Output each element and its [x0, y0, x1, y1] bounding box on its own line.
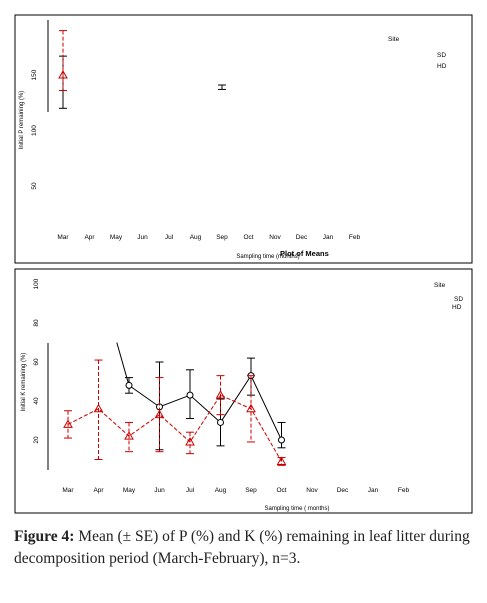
- x-tick-label: Aug: [190, 234, 202, 241]
- x-tick-label: Jan: [323, 234, 334, 241]
- x-tick-label: Oct: [276, 487, 286, 494]
- data-point: [185, 436, 195, 446]
- k-remaining-chart: 20 40 60 80 100 Initial K remaining (%) Mar Apr…: [14, 268, 473, 514]
- data-point: [246, 403, 256, 413]
- series-sd: [116, 342, 286, 451]
- x-axis-label: Sampling time ( months): [264, 506, 329, 512]
- y-tick-label: 100: [31, 125, 38, 136]
- legend-item: SD: [437, 52, 446, 59]
- caption-text: Mean (± SE) of P (%) and K (%) remaining…: [14, 528, 470, 567]
- panel-frame: [14, 14, 473, 264]
- data-point: [217, 418, 224, 426]
- x-tick-label: Jun: [154, 487, 165, 494]
- x-tick-label: Jul: [165, 234, 174, 241]
- y-tick-label: 150: [31, 69, 38, 80]
- x-tick-label: Sep: [245, 487, 257, 494]
- caption-label: Figure 4:: [14, 528, 75, 545]
- y-tick-label: 50: [31, 182, 38, 190]
- panel-frame: [14, 268, 473, 514]
- series-line: [128, 374, 282, 441]
- data-point: [124, 431, 134, 440]
- data-point: [215, 390, 226, 399]
- data-point: [276, 456, 287, 465]
- y-tick-label: 100: [33, 278, 40, 289]
- y-tick-label: 20: [33, 436, 40, 444]
- series-hd: [58, 30, 68, 92]
- x-tick-label: Feb: [398, 487, 410, 494]
- x-tick-label: Apr: [84, 234, 95, 241]
- data-point: [93, 403, 104, 413]
- legend-item: HD: [437, 63, 447, 70]
- x-tick-label: Mar: [57, 234, 69, 241]
- legend-item: SD: [454, 296, 463, 303]
- overlay-title-text: Plot of Means: [280, 249, 329, 258]
- data-point: [125, 381, 133, 389]
- data-point: [58, 69, 68, 79]
- figure-caption: Figure 4: Mean (± SE) of P (%) and K (%)…: [14, 526, 476, 570]
- x-tick-label: Feb: [349, 234, 361, 241]
- x-axis-label: Sampling time (months): [236, 254, 299, 260]
- y-tick-label: 80: [33, 319, 40, 327]
- y-axis-label: Initial P remaining (%): [19, 91, 25, 150]
- data-point: [186, 391, 194, 399]
- legend-title: Site: [434, 282, 446, 289]
- y-axis-label: Initial K remaining (%): [21, 353, 27, 412]
- x-tick-label: Sep: [216, 234, 228, 241]
- x-tick-label: Oct: [243, 234, 253, 241]
- x-tick-label: Dec: [337, 487, 349, 494]
- x-tick-label: Nov: [306, 487, 318, 494]
- series-sd: [59, 55, 226, 109]
- data-point: [278, 436, 285, 444]
- x-tick-label: Aug: [215, 487, 227, 494]
- series-line-segment: [116, 342, 130, 386]
- legend-title: Site: [388, 36, 400, 43]
- x-tick-label: May: [123, 487, 136, 494]
- x-tick-label: Mar: [62, 487, 74, 494]
- x-tick-label: Jun: [137, 234, 148, 241]
- x-tick-label: Nov: [269, 234, 281, 241]
- x-tick-label: Jul: [186, 487, 195, 494]
- x-tick-label: Dec: [296, 234, 308, 241]
- x-tick-label: May: [110, 234, 123, 241]
- series-line: [67, 394, 282, 462]
- y-tick-label: 40: [33, 397, 40, 405]
- data-point: [154, 409, 165, 419]
- x-tick-label: Jan: [368, 487, 379, 494]
- data-point: [63, 419, 73, 428]
- legend-item: HD: [452, 304, 462, 311]
- x-tick-label: Apr: [93, 487, 104, 494]
- series-hd: [63, 359, 287, 466]
- p-remaining-chart: 50 100 150 Initial P remaining (%) Mar Apr May…: [14, 14, 473, 264]
- y-tick-label: 60: [33, 358, 40, 366]
